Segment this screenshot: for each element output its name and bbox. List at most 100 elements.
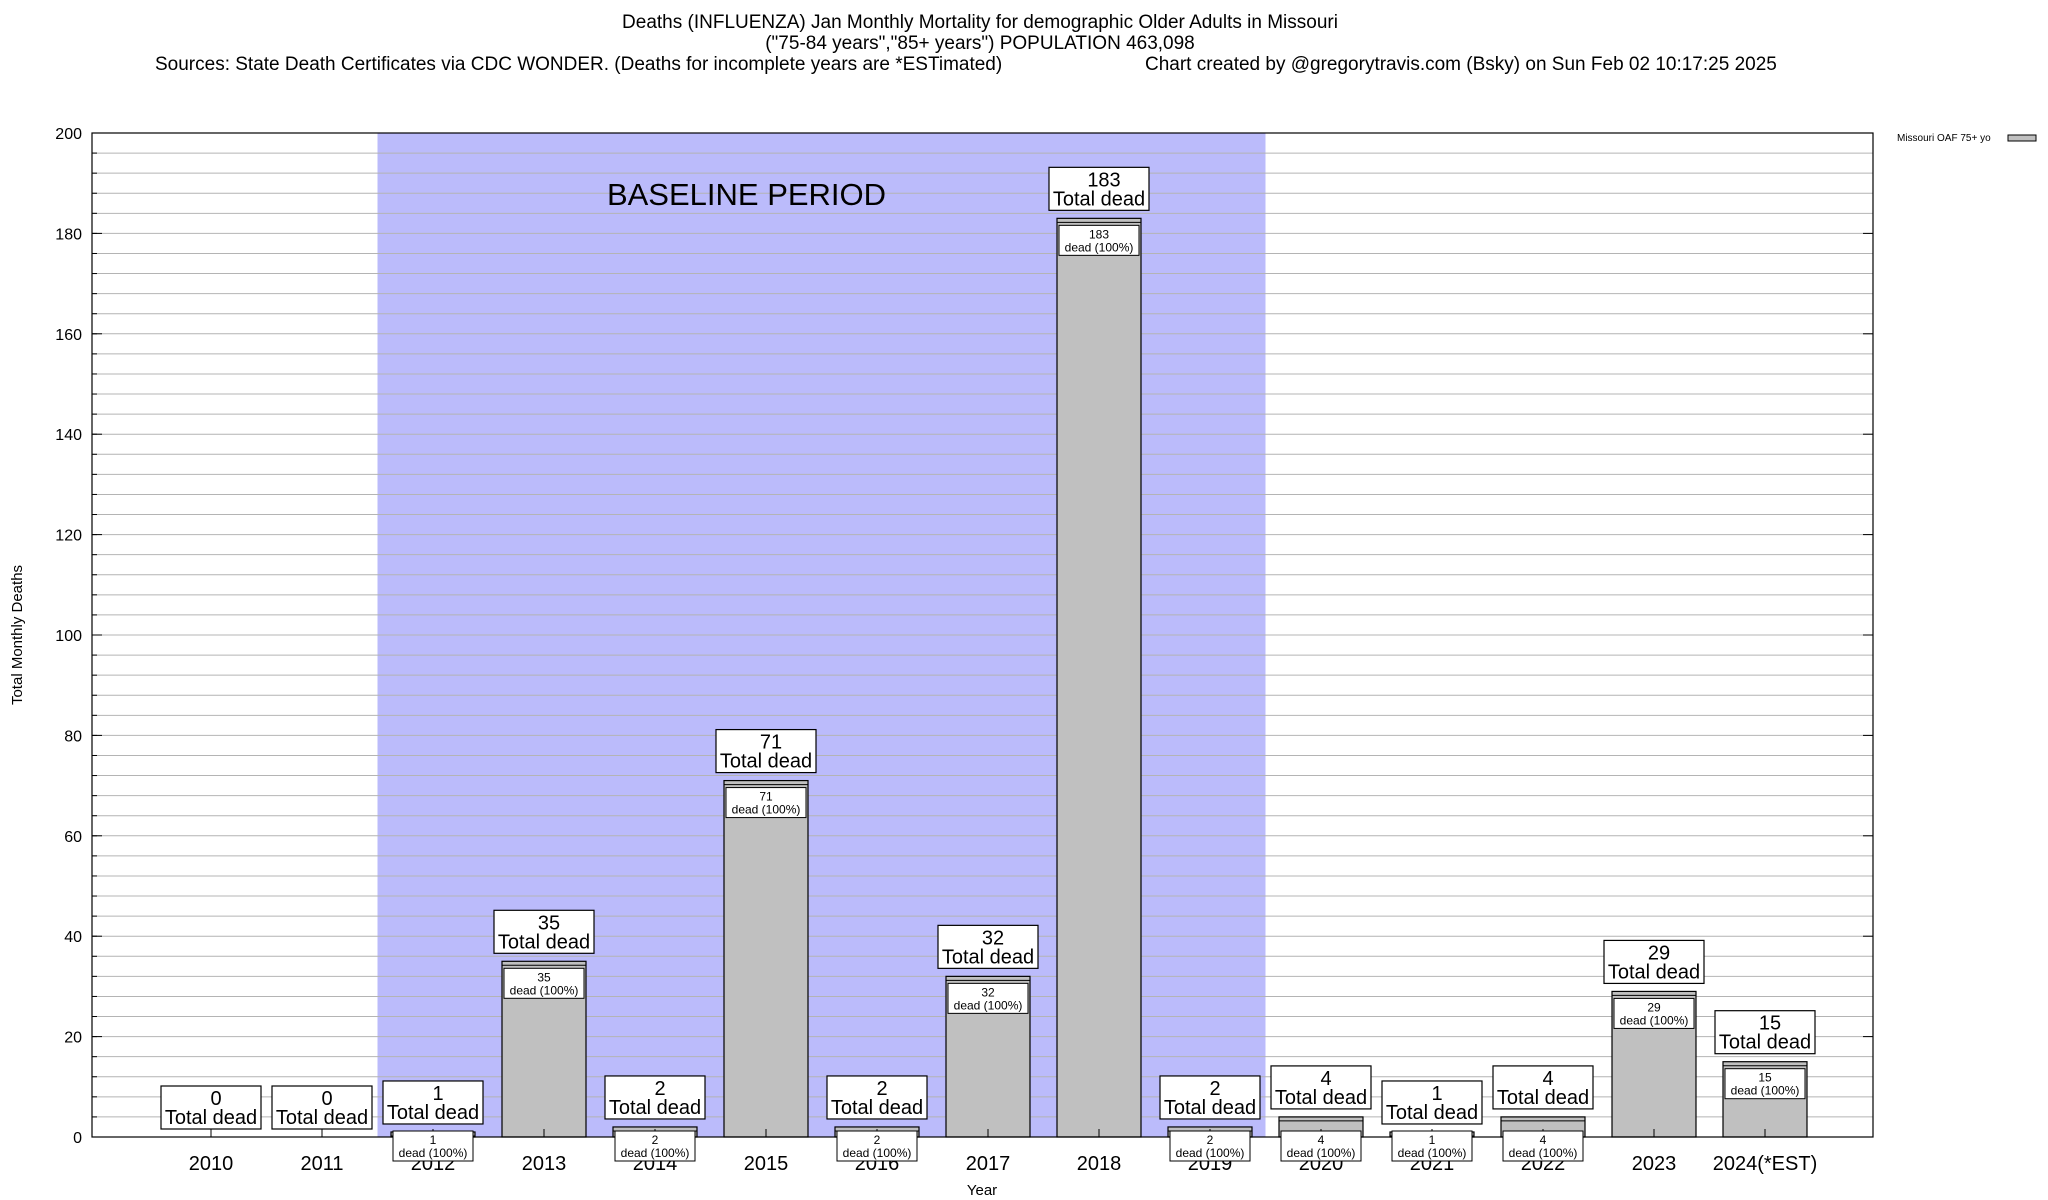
inner-label-value: 32	[981, 985, 995, 999]
bar	[723, 779, 809, 1138]
inner-label-value: 4	[1540, 1133, 1547, 1147]
total-label-box	[604, 1075, 706, 1120]
credit-note: Chart created by @gregorytravis.com (Bsk…	[1145, 54, 1777, 75]
total-label-text: Total dead	[1275, 1087, 1367, 1109]
chart-title-block: Deaths (INFLUENZA) Jan Monthly Mortality…	[0, 12, 1960, 54]
chart-subtitle: ("75-84 years","85+ years") POPULATION 4…	[765, 33, 1195, 54]
inner-label-value: 183	[1089, 227, 1109, 241]
total-label-value: 71	[760, 732, 782, 754]
inner-label-text: dead (100%)	[510, 983, 579, 997]
bar	[1056, 217, 1142, 1138]
inner-label-value: 1	[430, 1133, 437, 1147]
inner-label-value: 2	[1207, 1133, 1214, 1147]
total-label-text: Total dead	[1497, 1087, 1589, 1109]
x-tick-label: 2017	[966, 1153, 1011, 1175]
total-label-value: 2	[654, 1078, 665, 1100]
x-tick-label: 2023	[1632, 1153, 1677, 1175]
y-tick-label: 180	[55, 226, 82, 243]
total-label-box	[1159, 1075, 1261, 1120]
inner-label-value: 4	[1318, 1133, 1325, 1147]
inner-label-value: 1	[1429, 1133, 1436, 1147]
y-tick-label: 100	[55, 628, 82, 645]
inner-label-box	[1613, 997, 1695, 1029]
inner-label-text: dead (100%)	[1398, 1146, 1467, 1160]
legend-swatch	[2007, 134, 2037, 142]
total-label-value: 2	[1209, 1078, 1220, 1100]
total-label-text: Total dead	[1719, 1032, 1811, 1054]
y-tick-label: 200	[55, 126, 82, 143]
x-tick-label: 2018	[1077, 1153, 1122, 1175]
total-label-value: 2	[876, 1078, 887, 1100]
inner-label-value: 35	[537, 970, 551, 984]
chart-title: Deaths (INFLUENZA) Jan Monthly Mortality…	[622, 12, 1338, 33]
inner-label-text: dead (100%)	[732, 803, 801, 817]
inner-label-box	[725, 787, 807, 819]
inner-label-text: dead (100%)	[399, 1146, 468, 1160]
total-label-box	[1492, 1065, 1594, 1110]
inner-label-value: 2	[652, 1133, 659, 1147]
total-label-text: Total dead	[387, 1102, 479, 1124]
total-label-box	[826, 1075, 928, 1120]
baseline-period-label: BASELINE PERIOD	[607, 177, 886, 212]
inner-label-box	[614, 1130, 696, 1162]
total-label-value: 4	[1320, 1068, 1331, 1090]
total-label-value: 0	[321, 1088, 332, 1110]
x-tick-label: 2011	[300, 1153, 343, 1175]
total-label-text: Total dead	[1386, 1102, 1478, 1124]
inner-label-box	[1724, 1068, 1806, 1100]
inner-label-box	[836, 1130, 918, 1162]
y-tick-label: 80	[64, 728, 82, 745]
inner-label-value: 29	[1647, 1000, 1661, 1014]
total-label-box	[271, 1085, 373, 1130]
y-tick-label: 0	[73, 1130, 82, 1147]
x-tick-label: 2015	[744, 1153, 789, 1175]
total-label-text: Total dead	[498, 931, 590, 953]
total-label-text: Total dead	[831, 1097, 923, 1119]
total-label-value: 1	[432, 1083, 443, 1105]
plot-frame	[91, 132, 1874, 1138]
total-label-text: Total dead	[942, 946, 1034, 968]
inner-label-box	[1391, 1130, 1473, 1162]
total-label-box	[493, 909, 595, 954]
inner-label-value: 15	[1758, 1071, 1772, 1085]
inner-label-text: dead (100%)	[1620, 1013, 1689, 1027]
total-label-box	[1048, 166, 1150, 211]
inner-label-box	[1058, 224, 1140, 256]
total-label-box	[1270, 1065, 1372, 1110]
inner-label-text: dead (100%)	[1731, 1084, 1800, 1098]
total-label-text: Total dead	[1164, 1097, 1256, 1119]
x-tick-label: 2024(*EST)	[1713, 1153, 1818, 1175]
inner-label-text: dead (100%)	[843, 1146, 912, 1160]
inner-label-box	[1502, 1130, 1584, 1162]
total-label-value: 32	[982, 927, 1004, 949]
total-label-box	[1714, 1010, 1816, 1055]
y-tick-label: 60	[64, 829, 82, 846]
inner-label-box	[1169, 1130, 1251, 1162]
total-label-box	[1381, 1080, 1483, 1125]
inner-label-value: 2	[874, 1133, 881, 1147]
total-label-box	[937, 924, 1039, 969]
inner-label-text: dead (100%)	[1287, 1146, 1356, 1160]
y-tick-label: 160	[55, 327, 82, 344]
inner-label-box	[503, 967, 585, 999]
inner-label-value: 71	[759, 790, 773, 804]
total-label-text: Total dead	[165, 1107, 257, 1129]
y-tick-label: 140	[55, 427, 82, 444]
total-label-text: Total dead	[1053, 188, 1145, 210]
x-axis-title: Year	[967, 1182, 997, 1199]
total-label-text: Total dead	[720, 751, 812, 773]
legend-label: Missouri OAF 75+ yo	[1897, 133, 1991, 144]
total-label-value: 183	[1087, 169, 1120, 191]
total-label-text: Total dead	[276, 1107, 368, 1129]
total-label-box	[160, 1085, 262, 1130]
total-label-box	[1603, 939, 1705, 985]
x-tick-label: 2010	[189, 1153, 234, 1175]
inner-label-box	[392, 1130, 474, 1162]
y-tick-label: 40	[64, 929, 82, 946]
total-label-text: Total dead	[1608, 961, 1700, 983]
total-label-box	[382, 1080, 484, 1125]
total-label-text: Total dead	[609, 1097, 701, 1119]
total-label-value: 1	[1431, 1083, 1442, 1105]
inner-label-box	[1280, 1130, 1362, 1162]
